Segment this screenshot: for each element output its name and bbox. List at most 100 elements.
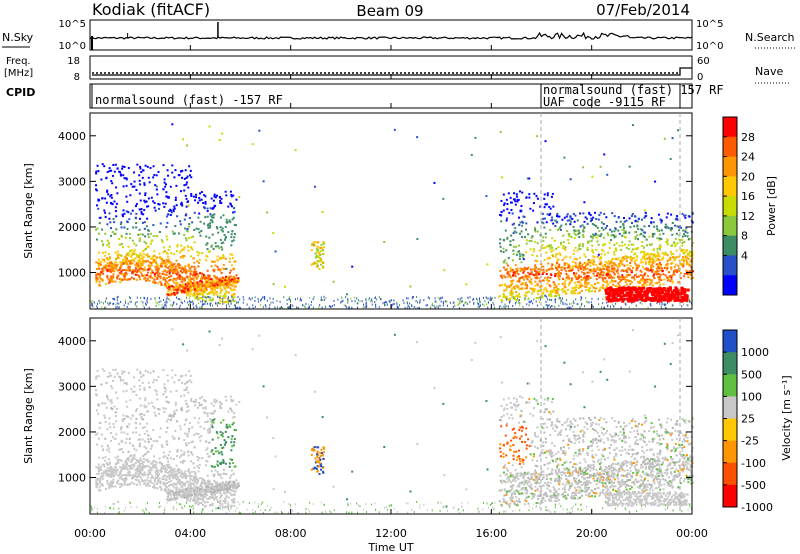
data-cell (642, 298, 646, 302)
data-cell (200, 280, 203, 283)
data-cell (613, 253, 616, 256)
data-cell (229, 458, 232, 461)
data-cell (193, 261, 196, 264)
data-cell (507, 273, 510, 276)
data-cell (151, 256, 154, 259)
data-cell (637, 286, 641, 290)
data-cell (195, 196, 198, 199)
data-cell (558, 275, 561, 278)
data-cell (558, 294, 561, 297)
data-cell (208, 222, 211, 225)
data-cell (185, 271, 188, 274)
data-cell (642, 255, 645, 258)
data-cell (145, 279, 148, 282)
data-cell (151, 281, 154, 284)
data-cell (637, 228, 640, 231)
data-cell (243, 298, 245, 301)
data-cell (101, 258, 104, 261)
data-cell (528, 196, 531, 199)
data-cell (507, 305, 509, 308)
data-cell (542, 292, 545, 295)
data-cell (201, 306, 203, 309)
data-cell (186, 289, 189, 292)
data-cell (670, 229, 673, 232)
data-cell (449, 301, 451, 304)
data-cell (653, 253, 656, 256)
data-cell (173, 289, 176, 292)
data-cell (653, 277, 656, 280)
data-cell (144, 192, 147, 195)
data-cell (331, 305, 333, 308)
data-cell (161, 272, 164, 275)
data-cell (637, 265, 640, 268)
data-cell (167, 196, 170, 199)
data-cell (667, 290, 671, 294)
data-cell (167, 484, 170, 487)
data-cell (224, 430, 227, 433)
data-cell (98, 264, 101, 267)
data-cell (172, 270, 175, 273)
data-cell (228, 300, 230, 303)
data-cell (151, 482, 154, 485)
data-cell (223, 295, 226, 298)
data-cell (629, 273, 632, 276)
data-cell (628, 217, 631, 220)
data-cell (170, 267, 173, 270)
data-cell (110, 261, 113, 264)
data-cell (674, 224, 677, 227)
data-cell (549, 228, 552, 231)
data-cell (222, 459, 225, 462)
data-cell (660, 237, 663, 240)
data-cell (652, 261, 655, 264)
nsky-line (89, 31, 693, 40)
data-cell (98, 299, 100, 302)
data-cell (226, 304, 228, 307)
data-cell (498, 296, 500, 299)
data-cell (667, 271, 670, 274)
data-cell (664, 223, 667, 226)
data-cell (523, 268, 526, 271)
data-cell (343, 304, 345, 307)
data-cell (519, 277, 522, 280)
data-cell (188, 165, 191, 168)
data-cell (688, 215, 691, 218)
data-cell (145, 405, 148, 408)
data-cell (204, 275, 207, 278)
data-cell (232, 216, 235, 219)
data-cell (191, 278, 194, 281)
data-cell (490, 299, 492, 302)
data-cell (554, 273, 557, 276)
data-cell (588, 268, 591, 271)
data-cell (128, 218, 131, 221)
data-cell (223, 292, 226, 295)
nsky-label: N.Sky (2, 31, 34, 44)
data-cell (671, 280, 674, 283)
data-cell (597, 234, 600, 237)
data-cell (165, 235, 168, 238)
data-cell (152, 405, 155, 408)
data-cell (548, 284, 551, 287)
data-cell (546, 257, 549, 260)
data-cell (537, 297, 540, 300)
data-cell (193, 290, 196, 293)
data-cell (609, 228, 612, 231)
data-cell (208, 285, 211, 288)
data-cell (648, 261, 651, 264)
data-cell (171, 279, 174, 282)
data-cell (666, 262, 669, 265)
data-cell (151, 277, 154, 280)
data-cell (518, 223, 521, 226)
data-cell (103, 258, 106, 261)
data-cell (654, 270, 657, 273)
data-cell (120, 234, 123, 237)
data-cell (677, 289, 681, 293)
data-cell (129, 212, 132, 215)
data-cell (170, 285, 173, 288)
data-cell (193, 228, 196, 231)
data-cell (150, 272, 153, 275)
data-cell (556, 212, 559, 215)
data-cell (653, 225, 656, 228)
data-cell (211, 281, 214, 284)
data-cell (515, 268, 518, 271)
data-cell (216, 283, 219, 286)
